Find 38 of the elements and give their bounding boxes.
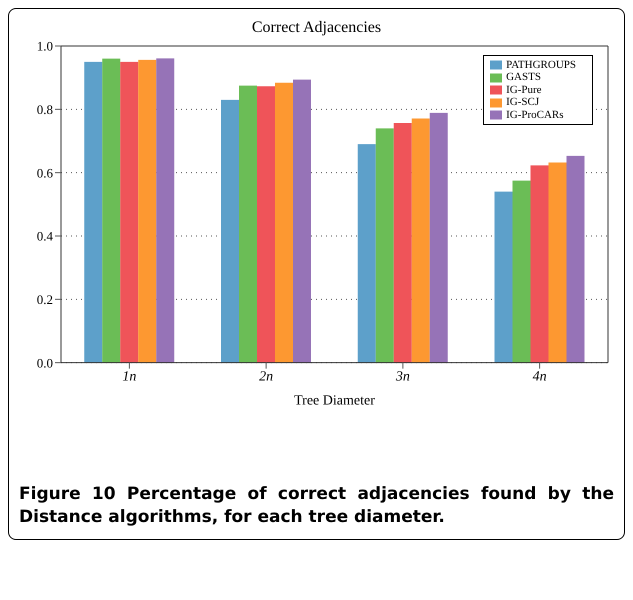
bar bbox=[84, 62, 102, 363]
bar bbox=[102, 58, 120, 363]
bar bbox=[494, 192, 512, 363]
y-tick-label: 0.2 bbox=[36, 292, 53, 307]
legend-label: IG-ProCARs bbox=[506, 108, 564, 121]
bar bbox=[156, 58, 174, 363]
x-tick-label: 2n bbox=[259, 370, 274, 385]
bar bbox=[239, 86, 257, 363]
bar bbox=[293, 80, 311, 363]
y-tick-label: 0.0 bbox=[36, 355, 53, 370]
x-tick-label: 4n bbox=[532, 370, 547, 385]
bar bbox=[512, 180, 530, 363]
caption: Figure 10 Percentage of correct adjacencies found by the Distance algorithms, for each tree diameter. bbox=[18, 483, 615, 529]
bar bbox=[138, 60, 156, 363]
y-tick-label: 0.8 bbox=[36, 102, 53, 117]
bar bbox=[394, 122, 412, 363]
bar bbox=[275, 82, 293, 363]
y-tick-label: 1.0 bbox=[36, 38, 53, 54]
bar bbox=[548, 162, 566, 363]
x-axis-title: Tree Diameter bbox=[294, 394, 376, 409]
bar bbox=[120, 62, 138, 363]
y-tick-label: 0.4 bbox=[36, 228, 54, 244]
legend-label: PATHGROUPS bbox=[506, 59, 576, 71]
bar bbox=[376, 128, 394, 363]
bar bbox=[566, 156, 584, 363]
y-tick-label: 0.6 bbox=[36, 165, 54, 180]
legend-label: IG-SCJ bbox=[506, 96, 540, 108]
x-tick-label: 3n bbox=[394, 370, 410, 385]
legend-label: IG-Pure bbox=[506, 84, 542, 96]
chart-title: Correct Adjacencies bbox=[250, 19, 382, 37]
bar bbox=[221, 100, 239, 363]
bar bbox=[257, 86, 275, 363]
x-tick-label: 1n bbox=[122, 370, 136, 385]
bar bbox=[358, 144, 376, 363]
legend-label: GASTS bbox=[506, 71, 541, 84]
bar bbox=[430, 112, 448, 363]
bar bbox=[530, 165, 548, 363]
bar bbox=[412, 118, 430, 363]
